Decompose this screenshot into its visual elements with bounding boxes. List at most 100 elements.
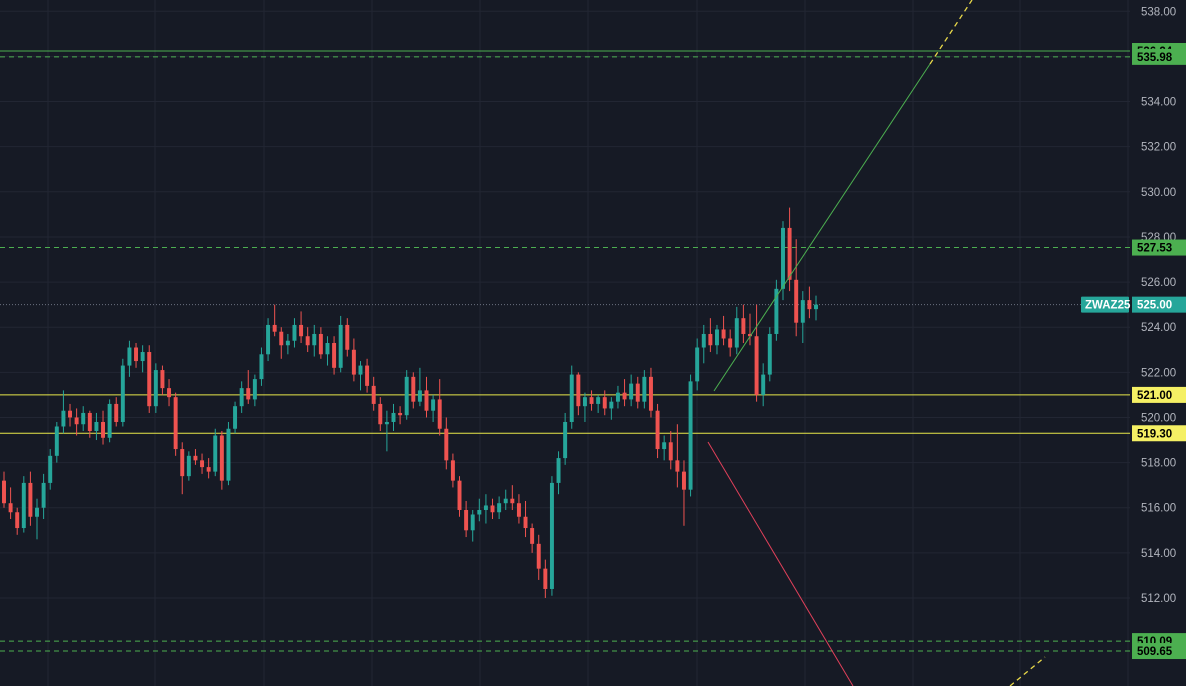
candle-body[interactable] <box>351 349 356 375</box>
candle-body[interactable] <box>576 374 581 407</box>
candle-body[interactable] <box>569 374 574 422</box>
candle-body[interactable] <box>701 333 706 348</box>
candle-body[interactable] <box>266 324 271 355</box>
candle-body[interactable] <box>186 455 191 477</box>
candle-body[interactable] <box>695 347 700 382</box>
candle-body[interactable] <box>655 410 660 450</box>
candle-body[interactable] <box>642 376 647 402</box>
candle-body[interactable] <box>305 336 310 346</box>
candle-body[interactable] <box>153 370 158 407</box>
candle-body[interactable] <box>787 227 792 280</box>
candle-body[interactable] <box>325 343 330 355</box>
candle-body[interactable] <box>167 388 172 398</box>
candle-body[interactable] <box>444 428 449 461</box>
candle-body[interactable] <box>332 343 337 368</box>
candle-body[interactable] <box>483 505 488 510</box>
candle-body[interactable] <box>285 340 290 346</box>
candle-body[interactable] <box>615 392 620 402</box>
candle-body[interactable] <box>464 509 469 531</box>
candle-body[interactable] <box>490 505 495 513</box>
candle-body[interactable] <box>563 421 568 459</box>
candle-body[interactable] <box>411 376 416 402</box>
candle-body[interactable] <box>292 324 297 341</box>
candle-body[interactable] <box>299 324 304 337</box>
candle-body[interactable] <box>523 516 528 529</box>
candle-body[interactable] <box>120 365 125 422</box>
candle-body[interactable] <box>477 509 482 515</box>
candle-body[interactable] <box>259 354 264 380</box>
candle-body[interactable] <box>213 435 218 472</box>
candle-body[interactable] <box>734 318 739 348</box>
candle-body[interactable] <box>107 403 112 438</box>
candle-body[interactable] <box>596 397 601 404</box>
trendline-green[interactable] <box>713 63 931 392</box>
candle-body[interactable] <box>378 403 383 425</box>
candle-body[interactable] <box>61 410 66 427</box>
candle-body[interactable] <box>767 333 772 375</box>
candle-body[interactable] <box>338 324 343 368</box>
candle-body[interactable] <box>761 374 766 395</box>
candle-body[interactable] <box>173 397 178 450</box>
candle-body[interactable] <box>239 388 244 407</box>
candle-body[interactable] <box>437 399 442 429</box>
candle-body[interactable] <box>74 417 79 425</box>
candle-body[interactable] <box>21 482 26 529</box>
candle-body[interactable] <box>226 428 231 481</box>
candle-body[interactable] <box>233 406 238 429</box>
candle-body[interactable] <box>54 426 59 456</box>
candle-body[interactable] <box>272 324 277 332</box>
candle-body[interactable] <box>15 512 20 529</box>
candle-body[interactable] <box>503 498 508 504</box>
candle-body[interactable] <box>48 455 53 483</box>
candle-body[interactable] <box>530 528 535 544</box>
candle-body[interactable] <box>807 300 812 310</box>
candle-body[interactable] <box>101 421 106 438</box>
candle-body[interactable] <box>134 347 139 362</box>
candle-body[interactable] <box>160 370 165 389</box>
candle-body[interactable] <box>721 329 726 339</box>
candle-body[interactable] <box>457 480 462 510</box>
candle-body[interactable] <box>345 324 350 350</box>
candle-body[interactable] <box>714 329 719 346</box>
candle-body[interactable] <box>741 318 746 334</box>
candle-body[interactable] <box>609 401 614 409</box>
candle-body[interactable] <box>147 352 152 407</box>
candle-body[interactable] <box>629 383 634 400</box>
candle-body[interactable] <box>35 507 39 517</box>
candle-body[interactable] <box>404 376 409 416</box>
candle-body[interactable] <box>219 435 224 481</box>
candle-body[interactable] <box>794 279 799 323</box>
candle-body[interactable] <box>193 455 198 461</box>
candle-body[interactable] <box>81 412 86 425</box>
candle-body[interactable] <box>781 227 785 289</box>
candle-body[interactable] <box>127 347 132 366</box>
candle-body[interactable] <box>391 412 396 422</box>
candle-body[interactable] <box>635 383 640 402</box>
candle-body[interactable] <box>417 390 422 402</box>
candle-body[interactable] <box>622 392 627 400</box>
candle-body[interactable] <box>365 365 370 386</box>
candle-body[interactable] <box>41 482 46 508</box>
candle-body[interactable] <box>589 397 594 404</box>
candle-body[interactable] <box>681 471 686 490</box>
candle-body[interactable] <box>543 568 548 589</box>
candle-body[interactable] <box>774 288 779 334</box>
candle-body[interactable] <box>648 376 653 411</box>
candle-body[interactable] <box>180 449 185 477</box>
candle-body[interactable] <box>206 467 211 472</box>
candle-body[interactable] <box>28 482 33 517</box>
candle-body[interactable] <box>114 403 119 422</box>
candle-body[interactable] <box>140 352 145 362</box>
candle-body[interactable] <box>748 333 752 337</box>
candle-body[interactable] <box>536 543 541 569</box>
trendline-yellow-dashed-bottom[interactable] <box>1009 656 1046 686</box>
candle-body[interactable] <box>246 388 251 400</box>
candle-body[interactable] <box>556 458 561 483</box>
trendline-yellow-dashed-top[interactable] <box>929 0 973 65</box>
candle-body[interactable] <box>252 379 257 400</box>
trendline-red[interactable] <box>707 441 854 686</box>
candle-body[interactable] <box>424 390 429 411</box>
candle-body[interactable] <box>668 442 673 461</box>
candle-body[interactable] <box>602 397 607 409</box>
